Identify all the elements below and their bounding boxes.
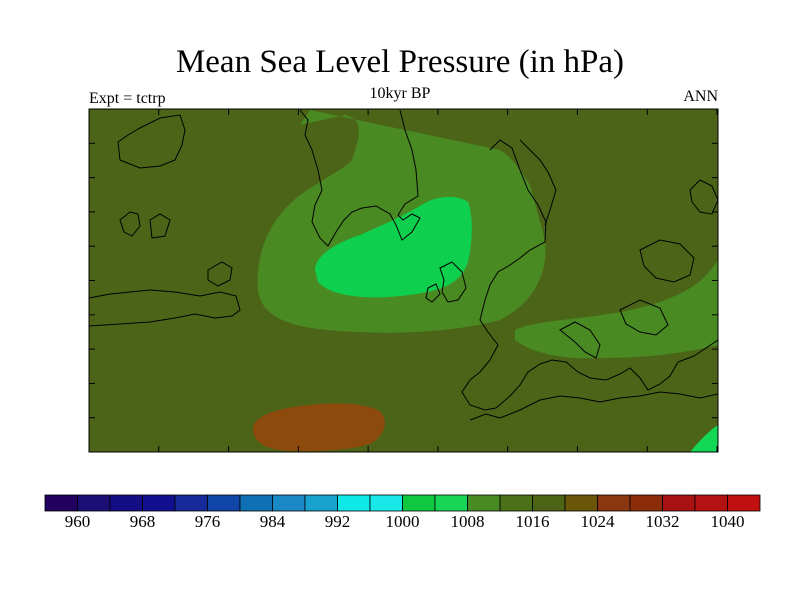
colorbar-swatch — [304, 494, 338, 512]
colorbar-tick-label: 992 — [324, 512, 351, 531]
colorbar-tick-label: 1000 — [385, 512, 420, 531]
period-label: 10kyr BP — [369, 85, 431, 102]
pressure-band-1024 — [252, 403, 385, 452]
colorbar-swatch — [597, 494, 631, 512]
colorbar-swatch — [727, 494, 761, 512]
colorbar-tick-label: 1040 — [710, 512, 745, 531]
colorbar-swatch — [44, 494, 78, 512]
colorbar-swatch — [77, 494, 111, 512]
colorbar-tick-label: 984 — [259, 512, 286, 531]
colorbar-tick-label: 1008 — [450, 512, 485, 531]
pressure-band-1008-se — [690, 425, 718, 452]
colorbar-swatch — [109, 494, 143, 512]
colorbar-tick-label: 968 — [129, 512, 156, 531]
colorbar-swatch — [467, 494, 501, 512]
colorbar-swatch — [434, 494, 468, 512]
colorbar-swatch — [629, 494, 663, 512]
colorbar-swatch — [694, 494, 728, 512]
colorbar-tick-label: 960 — [64, 512, 91, 531]
colorbar-swatch — [272, 494, 306, 512]
pressure-field — [89, 109, 718, 452]
coastlines — [89, 109, 718, 421]
colorbar-swatch — [499, 494, 533, 512]
pressure-band-1008 — [315, 196, 472, 298]
colorbar-swatch — [402, 494, 436, 512]
colorbar-tick-label: 1016 — [515, 512, 550, 531]
season-label: ANN — [683, 88, 718, 105]
colorbar-tick-label: 976 — [194, 512, 221, 531]
experiment-label: Expt = tctrp — [89, 90, 166, 107]
colorbar-swatch — [337, 494, 371, 512]
colorbar-swatch — [239, 494, 273, 512]
colorbar-swatch — [532, 494, 566, 512]
pressure-band-1012-med — [515, 260, 718, 359]
map-ticks — [88, 108, 718, 452]
colorbar — [44, 494, 761, 512]
colorbar-swatch — [564, 494, 598, 512]
colorbar-swatch — [174, 494, 208, 512]
colorbar-tick-label: 1032 — [645, 512, 680, 531]
colorbar-swatch — [142, 494, 176, 512]
colorbar-swatch — [369, 494, 403, 512]
colorbar-swatch — [662, 494, 696, 512]
colorbar-swatch — [207, 494, 241, 512]
map-title: Mean Sea Level Pressure (in hPa) — [175, 44, 625, 80]
colorbar-tick-label: 1024 — [580, 512, 615, 531]
